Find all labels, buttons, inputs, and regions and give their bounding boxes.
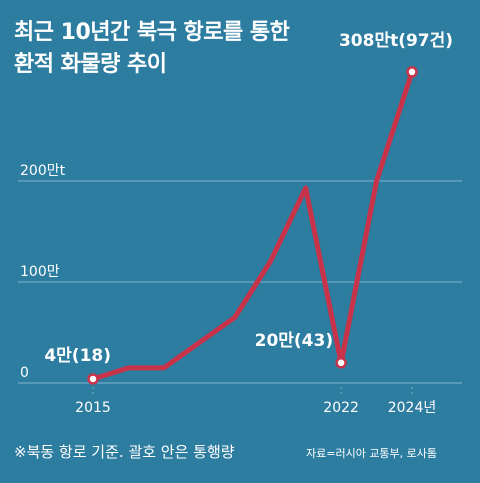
data-label-2: 308만t(97건): [339, 31, 453, 51]
y-tick-label-0: 0: [20, 365, 29, 381]
chart-title-line-2: 환적 화물량 추이: [14, 52, 167, 77]
data-point-marker-0: [87, 373, 99, 385]
series-line: [90, 69, 415, 382]
x-tick-label-0: 2015: [75, 400, 111, 416]
x-tick-label-1: 2022: [323, 400, 359, 416]
data-label-1: 20만(43): [255, 331, 334, 351]
data-point-marker-2: [406, 66, 418, 78]
y-tick-label-2: 200만t: [20, 163, 66, 179]
footnote: ※북동 항로 기준. 괄호 안은 통행량: [14, 443, 235, 461]
y-tick-label-1: 100만: [20, 264, 60, 280]
data-point-marker-1: [335, 357, 347, 369]
x-tick-label-2: 2024년: [388, 400, 437, 416]
chart-title-line-1: 최근 10년간 북극 항로를 통한: [14, 20, 290, 45]
data-label-0: 4만(18): [44, 346, 111, 366]
source-note: 자료=러시아 교통부, 로사톰: [306, 447, 438, 460]
